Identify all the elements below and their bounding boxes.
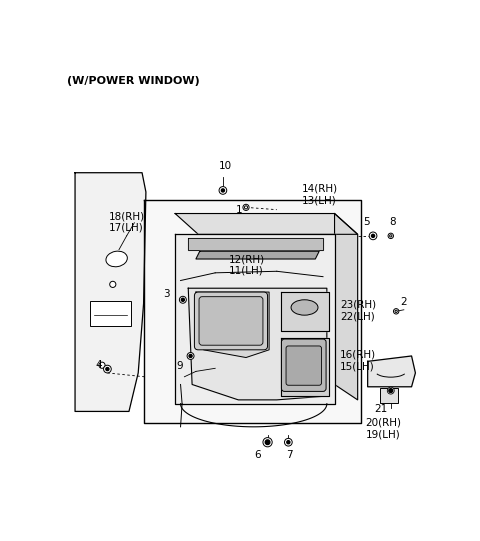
Text: 6: 6 [254,450,261,460]
Text: 10: 10 [219,161,232,171]
Ellipse shape [291,300,318,315]
Text: 16(RH)
15(LH): 16(RH) 15(LH) [340,350,376,372]
Text: 18(RH)
17(LH): 18(RH) 17(LH) [109,211,145,233]
Circle shape [243,204,249,210]
FancyBboxPatch shape [194,292,267,350]
Text: 2: 2 [400,297,407,307]
Polygon shape [281,292,329,331]
Circle shape [389,388,393,393]
Circle shape [369,232,377,240]
Polygon shape [188,238,323,250]
FancyBboxPatch shape [199,296,263,345]
Polygon shape [144,200,361,423]
Text: 9: 9 [176,361,183,371]
FancyBboxPatch shape [286,346,322,385]
FancyBboxPatch shape [281,339,326,391]
Circle shape [180,296,186,304]
Polygon shape [368,356,415,387]
Polygon shape [196,292,269,358]
Text: 1: 1 [236,204,242,215]
Circle shape [265,440,270,445]
Circle shape [189,354,192,358]
Circle shape [244,206,248,209]
Polygon shape [175,214,358,234]
Text: 3: 3 [163,289,169,299]
Polygon shape [175,234,335,404]
Polygon shape [188,288,327,400]
Text: 21: 21 [374,404,387,414]
Text: (W/POWER WINDOW): (W/POWER WINDOW) [67,76,200,85]
Text: 14(RH)
13(LH): 14(RH) 13(LH) [301,183,337,205]
Circle shape [287,441,290,444]
Circle shape [372,234,374,237]
Circle shape [106,367,109,371]
Circle shape [390,235,392,237]
Circle shape [263,438,272,447]
Text: 20(RH)
19(LH): 20(RH) 19(LH) [365,418,401,439]
Polygon shape [335,214,358,400]
Circle shape [221,189,225,192]
Circle shape [395,310,397,313]
Polygon shape [281,338,329,396]
Circle shape [187,353,194,359]
Circle shape [285,438,292,446]
Polygon shape [196,251,319,259]
FancyBboxPatch shape [90,301,131,326]
Circle shape [219,187,227,194]
Text: 5: 5 [363,216,370,227]
Text: 12(RH)
11(LH): 12(RH) 11(LH) [229,254,265,276]
Text: 23(RH)
22(LH): 23(RH) 22(LH) [340,300,376,321]
Circle shape [181,298,184,301]
Circle shape [104,365,111,373]
Circle shape [388,233,394,239]
Circle shape [110,281,116,287]
FancyBboxPatch shape [380,387,398,403]
Ellipse shape [106,251,127,267]
Circle shape [99,362,105,368]
Circle shape [387,387,394,394]
Text: 8: 8 [389,216,396,227]
Polygon shape [75,173,146,411]
Text: 7: 7 [286,450,292,460]
Text: 4: 4 [95,360,102,370]
Circle shape [394,308,399,314]
